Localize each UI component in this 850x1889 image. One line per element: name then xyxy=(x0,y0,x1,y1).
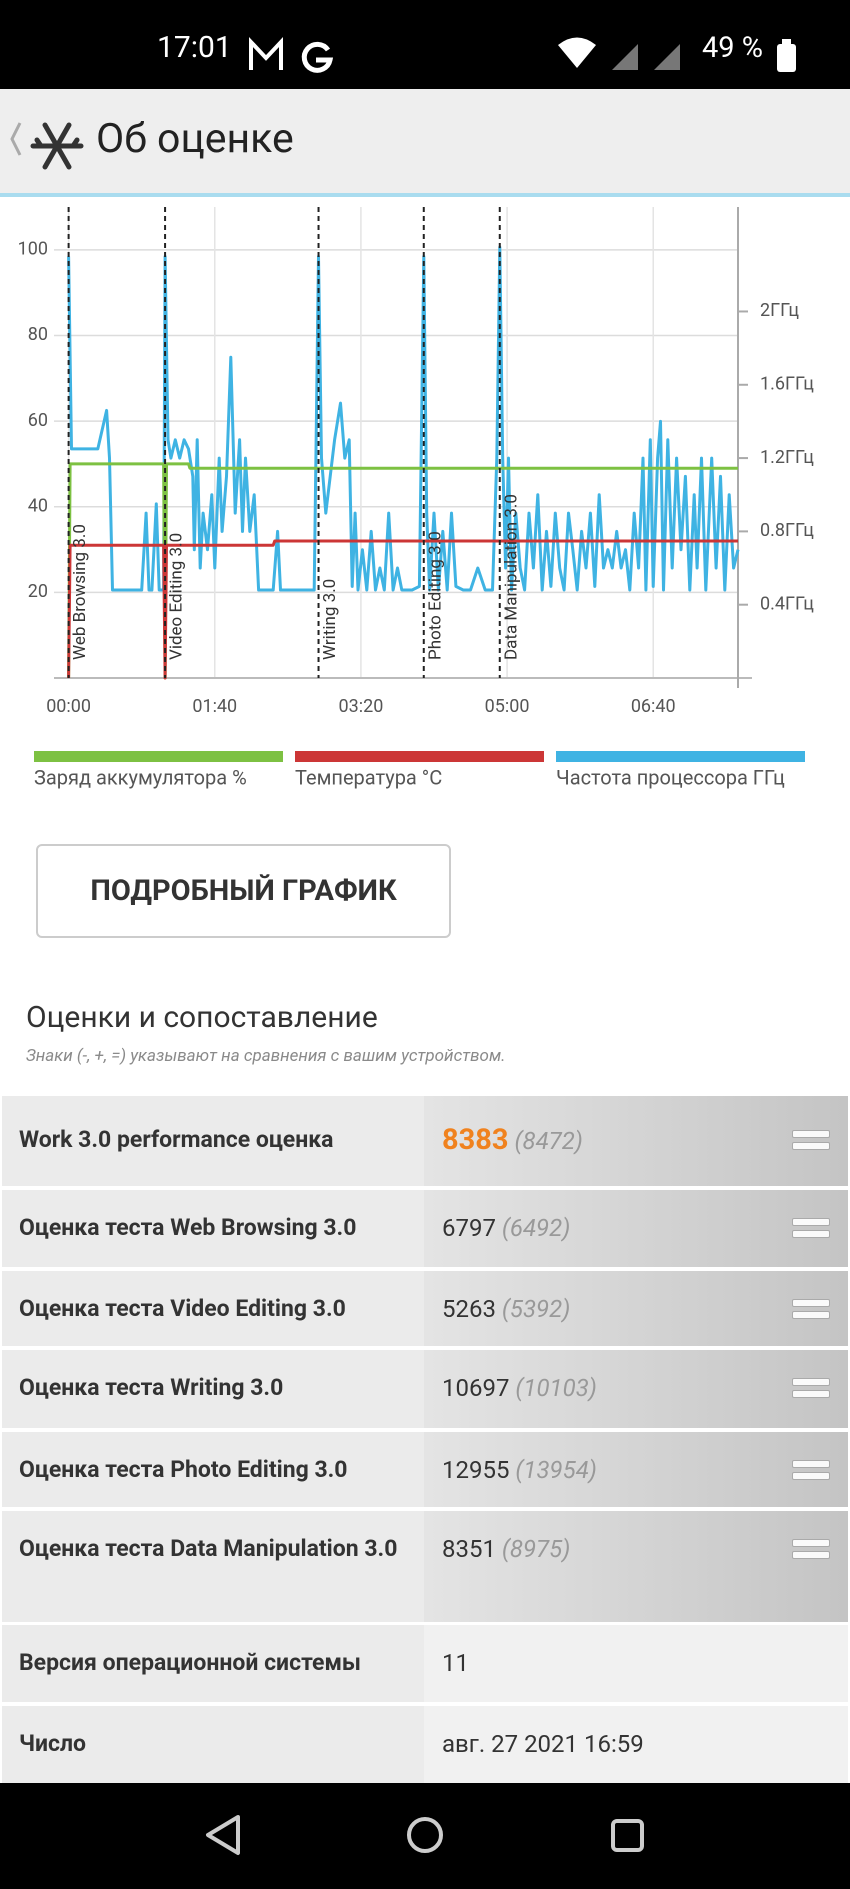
y2-tick-label: 1.6ГГц xyxy=(760,374,814,395)
spacer xyxy=(496,1214,502,1242)
series-line xyxy=(67,245,740,592)
info-value: авг. 27 2021 16:59 xyxy=(442,1730,644,1758)
marker-label: Writing 3.0 xyxy=(320,579,340,660)
x-tick-label: 01:40 xyxy=(192,696,237,717)
y-tick-label: 60 xyxy=(28,410,48,431)
compare-score: (8975) xyxy=(501,1535,571,1563)
equal-icon-bar xyxy=(792,1539,830,1547)
battery-icon-tip xyxy=(782,39,791,44)
google-icon xyxy=(301,41,334,73)
battery-icon xyxy=(777,44,796,72)
row-label: Число xyxy=(2,1706,424,1783)
legend-label: Частота процессора ГГц xyxy=(556,765,785,789)
row-label: Оценка теста Video Editing 3.0 xyxy=(2,1271,424,1346)
table-row: 12955 (13954) Оценка теста Photo Editing … xyxy=(2,1432,848,1507)
series-line xyxy=(67,539,738,680)
equal-icon-bar xyxy=(792,1378,830,1386)
x-tick-label: 06:40 xyxy=(631,696,676,717)
section-title: Оценки и сопоставление xyxy=(26,1000,378,1035)
marker-label: Photo Editing 3.0 xyxy=(425,531,445,660)
score: 5263 xyxy=(442,1295,496,1323)
table-row: 11 Версия операционной системы xyxy=(2,1625,848,1702)
row-label: Версия операционной системы xyxy=(2,1625,424,1702)
nav-bar xyxy=(0,1783,850,1889)
score: 8383 xyxy=(442,1123,509,1157)
detail-button[interactable]: ПОДРОБНЫЙ ГРАФИК xyxy=(36,844,451,938)
row-label: Оценка теста Photo Editing 3.0 xyxy=(2,1432,424,1507)
row-label: Work 3.0 performance оценка xyxy=(2,1096,424,1186)
wifi-icon xyxy=(558,37,596,68)
x-tick-label: 05:00 xyxy=(485,696,530,717)
y-tick-label: 100 xyxy=(18,239,48,260)
y-tick-label: 40 xyxy=(28,495,48,516)
table-row: 8351 (8975) Оценка теста Data Manipulatio… xyxy=(2,1511,848,1622)
compare-score: (6492) xyxy=(501,1214,571,1242)
equal-icon-bar xyxy=(792,1142,830,1150)
clock: 17:01 xyxy=(157,30,232,65)
y2-tick-label: 0.4ГГц xyxy=(760,593,814,614)
app-bar: Об оценке xyxy=(0,89,850,197)
legend-swatch xyxy=(295,751,544,762)
signal-icon xyxy=(654,44,680,70)
marker-label: Video Editing 3.0 xyxy=(167,533,187,660)
back-icon[interactable] xyxy=(0,89,100,193)
compare-score: (13954) xyxy=(515,1456,597,1484)
x-tick-label: 03:20 xyxy=(339,696,384,717)
score: 10697 xyxy=(442,1374,510,1402)
equal-icon-bar xyxy=(792,1551,830,1559)
gmail-icon xyxy=(249,36,283,70)
marker-label: Web Browsing 3.0 xyxy=(70,524,90,660)
legend-swatch xyxy=(556,751,805,762)
back-button[interactable] xyxy=(206,1815,240,1855)
compare-score: (8472) xyxy=(514,1127,583,1155)
spacer xyxy=(496,1535,502,1563)
section-subtitle: Знаки (-, +, =) указывают на сравнения с… xyxy=(26,1046,506,1066)
page-title: Об оценке xyxy=(96,115,294,163)
compare-score: (10103) xyxy=(515,1374,597,1402)
y-tick-label: 80 xyxy=(28,324,48,345)
legend-label: Заряд аккумулятора % xyxy=(34,765,247,789)
status-bar: 17:01 49 % xyxy=(0,0,850,89)
spacer xyxy=(509,1127,515,1155)
equal-icon-bar xyxy=(792,1230,830,1238)
table-row: 6797 (6492) Оценка теста Web Browsing 3.0 xyxy=(2,1190,848,1267)
equal-icon-bar xyxy=(792,1311,830,1319)
score: 6797 xyxy=(442,1214,496,1242)
equal-icon-bar xyxy=(792,1472,830,1480)
signal-icon xyxy=(612,44,638,70)
home-button[interactable] xyxy=(407,1817,443,1853)
spacer xyxy=(496,1295,502,1323)
equal-icon-bar xyxy=(792,1130,830,1138)
info-value: 11 xyxy=(442,1649,469,1677)
row-label: Оценка теста Writing 3.0 xyxy=(2,1350,424,1428)
y-tick-label: 20 xyxy=(28,581,48,602)
battery-level: 49 % xyxy=(702,31,763,65)
legend-label: Температура °C xyxy=(295,765,442,789)
equal-icon-bar xyxy=(792,1299,830,1307)
row-label: Оценка теста Web Browsing 3.0 xyxy=(2,1190,424,1267)
table-row: 10697 (10103) Оценка теста Writing 3.0 xyxy=(2,1350,848,1428)
table-row: 5263 (5392) Оценка теста Video Editing 3.… xyxy=(2,1271,848,1346)
legend-swatch xyxy=(34,751,283,762)
score: 12955 xyxy=(442,1456,510,1484)
equal-icon-bar xyxy=(792,1460,830,1468)
y2-tick-label: 1.2ГГц xyxy=(760,447,814,468)
marker-label: Data Manipulation 3.0 xyxy=(501,494,521,660)
x-tick-label: 00:00 xyxy=(46,696,91,717)
spacer xyxy=(509,1374,515,1402)
score: 8351 xyxy=(442,1535,496,1563)
recents-button[interactable] xyxy=(611,1819,644,1852)
y2-tick-label: 2ГГц xyxy=(760,300,799,321)
table-row: 8383 (8472) Work 3.0 performance оценка xyxy=(2,1096,848,1186)
compare-score: (5392) xyxy=(501,1295,571,1323)
row-label: Оценка теста Data Manipulation 3.0 xyxy=(2,1511,424,1622)
y2-tick-label: 0.8ГГц xyxy=(760,520,814,541)
equal-icon-bar xyxy=(792,1218,830,1226)
table-row: авг. 27 2021 16:59 Число xyxy=(2,1706,848,1783)
equal-icon-bar xyxy=(792,1390,830,1398)
spacer xyxy=(509,1456,515,1484)
